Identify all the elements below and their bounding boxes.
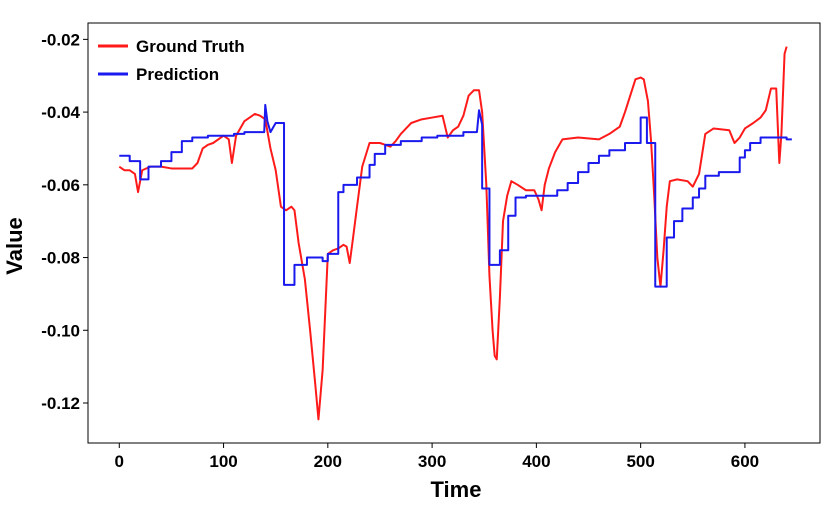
x-axis: 0 100 200 300 400 500 600	[115, 443, 759, 471]
x-tick-label: 500	[626, 452, 654, 471]
series-line-prediction	[119, 103, 792, 288]
y-tick-label: -0.12	[41, 394, 80, 413]
y-tick-label: -0.02	[41, 30, 80, 49]
x-axis-title: Time	[431, 477, 482, 502]
x-tick-label: 200	[314, 452, 342, 471]
x-tick-label: 600	[731, 452, 759, 471]
legend: Ground Truth Prediction	[98, 37, 245, 84]
y-tick-label: -0.04	[41, 103, 80, 122]
series-line-ground-truth	[118, 46, 788, 421]
y-tick-label: -0.06	[41, 176, 80, 195]
x-tick-label: 100	[209, 452, 237, 471]
plot-area-frame	[87, 22, 821, 444]
x-tick-label: 300	[418, 452, 446, 471]
legend-label: Prediction	[136, 65, 219, 84]
y-axis: -0.12 -0.10 -0.08 -0.06 -0.04 -0.02	[41, 30, 88, 413]
y-axis-title: Value	[2, 217, 27, 274]
x-tick-label: 400	[522, 452, 550, 471]
series-lines	[118, 46, 792, 421]
legend-label: Ground Truth	[136, 37, 245, 56]
y-tick-label: -0.10	[41, 321, 80, 340]
x-tick-label: 0	[115, 452, 124, 471]
y-tick-label: -0.08	[41, 249, 80, 268]
